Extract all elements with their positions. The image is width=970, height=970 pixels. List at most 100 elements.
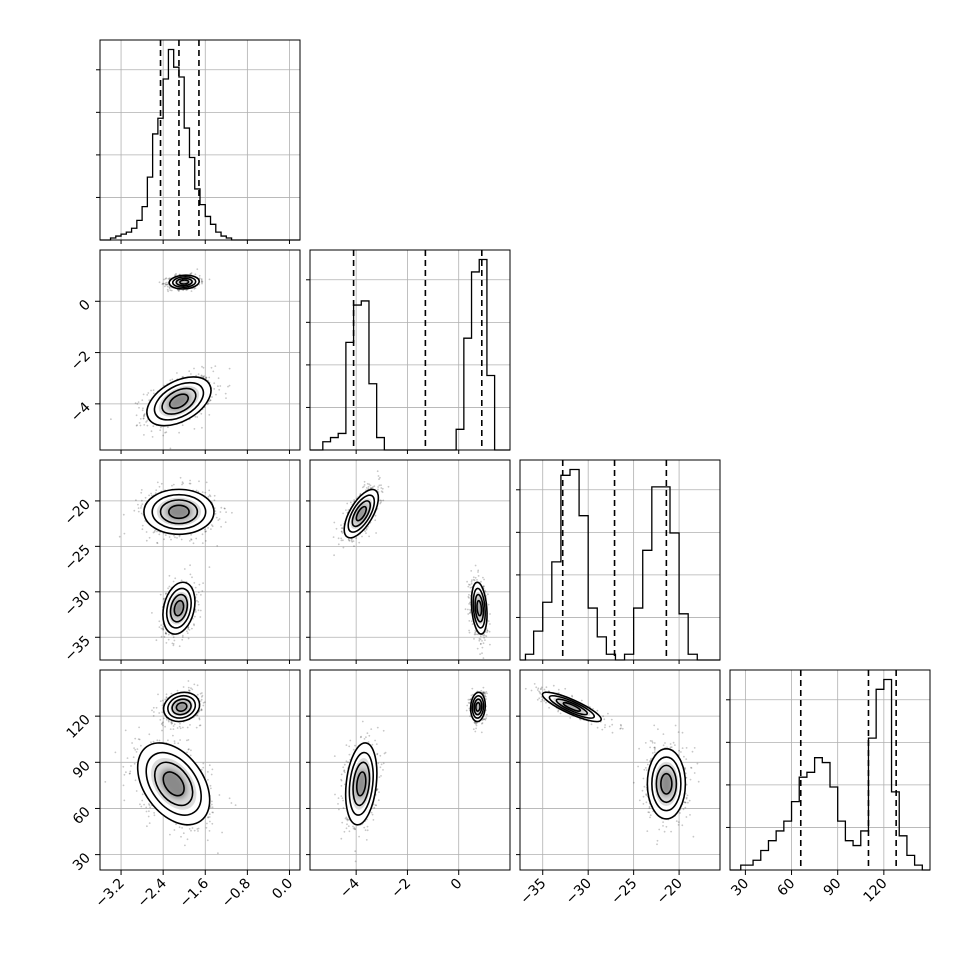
scatter-point <box>176 689 179 692</box>
scatter-point <box>197 827 200 830</box>
scatter-point <box>202 704 205 707</box>
scatter-point <box>484 589 486 592</box>
scatter-point <box>208 566 211 568</box>
scatter-point <box>145 810 148 813</box>
scatter-point <box>377 486 379 488</box>
scatter-grid-2-0 <box>100 460 300 660</box>
scatter-point <box>173 534 175 537</box>
scatter-point <box>380 490 383 493</box>
scatter-point <box>194 586 197 589</box>
scatter-point <box>467 613 470 615</box>
contour-line-7-3 <box>175 701 188 712</box>
scatter-point <box>219 385 222 387</box>
contour-line-1-0 <box>168 274 201 290</box>
scatter-point <box>137 510 140 513</box>
scatter-point <box>143 413 146 416</box>
scatter-point <box>133 509 136 512</box>
scatter-point <box>136 748 139 750</box>
scatter-point <box>337 537 340 540</box>
scatter-point <box>173 742 176 744</box>
scatter-point <box>172 644 175 647</box>
scatter-point <box>469 611 472 613</box>
scatter-point <box>140 507 142 509</box>
scatter-point <box>204 701 206 704</box>
scatter-point <box>152 389 155 391</box>
scatter-point <box>176 727 179 729</box>
scatter-point <box>381 491 384 494</box>
scatter-point <box>178 826 181 829</box>
scatter-point <box>143 414 145 417</box>
scatter-point <box>158 739 161 742</box>
scatter-point <box>170 289 173 292</box>
scatter-point <box>158 485 161 488</box>
scatter-point <box>367 487 370 490</box>
scatter-point <box>178 535 181 538</box>
density-contours-0 <box>146 376 212 427</box>
scatter-point <box>148 804 151 806</box>
contour-line-2-1 <box>151 493 207 530</box>
scatter-point <box>213 388 216 390</box>
scatter-point <box>489 643 491 646</box>
scatter-point <box>160 426 162 429</box>
scatter-point <box>137 738 140 740</box>
scatter-point <box>187 637 190 640</box>
scatter-point <box>208 813 211 815</box>
scatter-panel-2-0 <box>99 459 301 661</box>
scatter-point <box>187 739 190 741</box>
scatter-point <box>218 518 221 520</box>
scatter-point <box>199 616 202 618</box>
scatter-point <box>481 652 483 655</box>
scatter-point <box>342 512 344 515</box>
scatter-point <box>211 822 214 825</box>
scatter-point <box>135 414 138 417</box>
scatter-point <box>152 706 155 709</box>
contour-line-4-1 <box>347 494 376 533</box>
scatter-point <box>201 282 203 285</box>
scatter-point <box>143 803 145 806</box>
scatter-point <box>372 486 374 488</box>
scatter-point <box>189 573 192 576</box>
scatter-point <box>202 701 205 704</box>
scatter-point <box>189 689 191 692</box>
scatter-point <box>162 717 165 720</box>
scatter-point <box>379 502 382 505</box>
scatter-point <box>124 729 127 732</box>
scatter-point <box>163 635 166 638</box>
scatter-point <box>379 499 381 502</box>
scatter-point <box>486 629 489 632</box>
scatter-point <box>180 538 183 541</box>
scatter-point <box>479 638 482 641</box>
scatter-point <box>165 431 168 434</box>
scatter-point <box>346 502 349 505</box>
scatter-point <box>181 424 184 427</box>
scatter-point <box>172 725 175 727</box>
scatter-point <box>196 416 199 418</box>
scatter-point <box>161 729 163 732</box>
scatter-point <box>205 377 207 380</box>
scatter-point <box>373 485 376 488</box>
scatter-point <box>191 688 194 691</box>
scatter-point <box>224 507 226 510</box>
scatter-point <box>167 739 169 742</box>
scatter-point <box>204 530 207 533</box>
scatter-point <box>355 537 358 539</box>
scatter-point <box>203 375 206 377</box>
scatter-point <box>168 287 171 290</box>
scatter-point <box>145 806 148 809</box>
scatter-point <box>340 539 343 542</box>
scatter-point <box>164 285 166 288</box>
scatter-point <box>177 289 180 292</box>
scatter-point <box>195 489 198 492</box>
scatter-point <box>202 766 205 769</box>
scatter-point <box>367 485 370 488</box>
contour-line-5-3 <box>476 599 483 617</box>
scatter-point <box>468 597 470 599</box>
scatter-point <box>377 475 380 477</box>
scatter-point <box>200 768 203 771</box>
scatter-point <box>118 535 121 538</box>
scatter-frame-2-0 <box>99 459 301 661</box>
scatter-point <box>488 630 491 633</box>
histogram-frame-1 <box>309 249 511 451</box>
scatter-point <box>202 375 204 378</box>
scatter-point <box>179 722 181 725</box>
